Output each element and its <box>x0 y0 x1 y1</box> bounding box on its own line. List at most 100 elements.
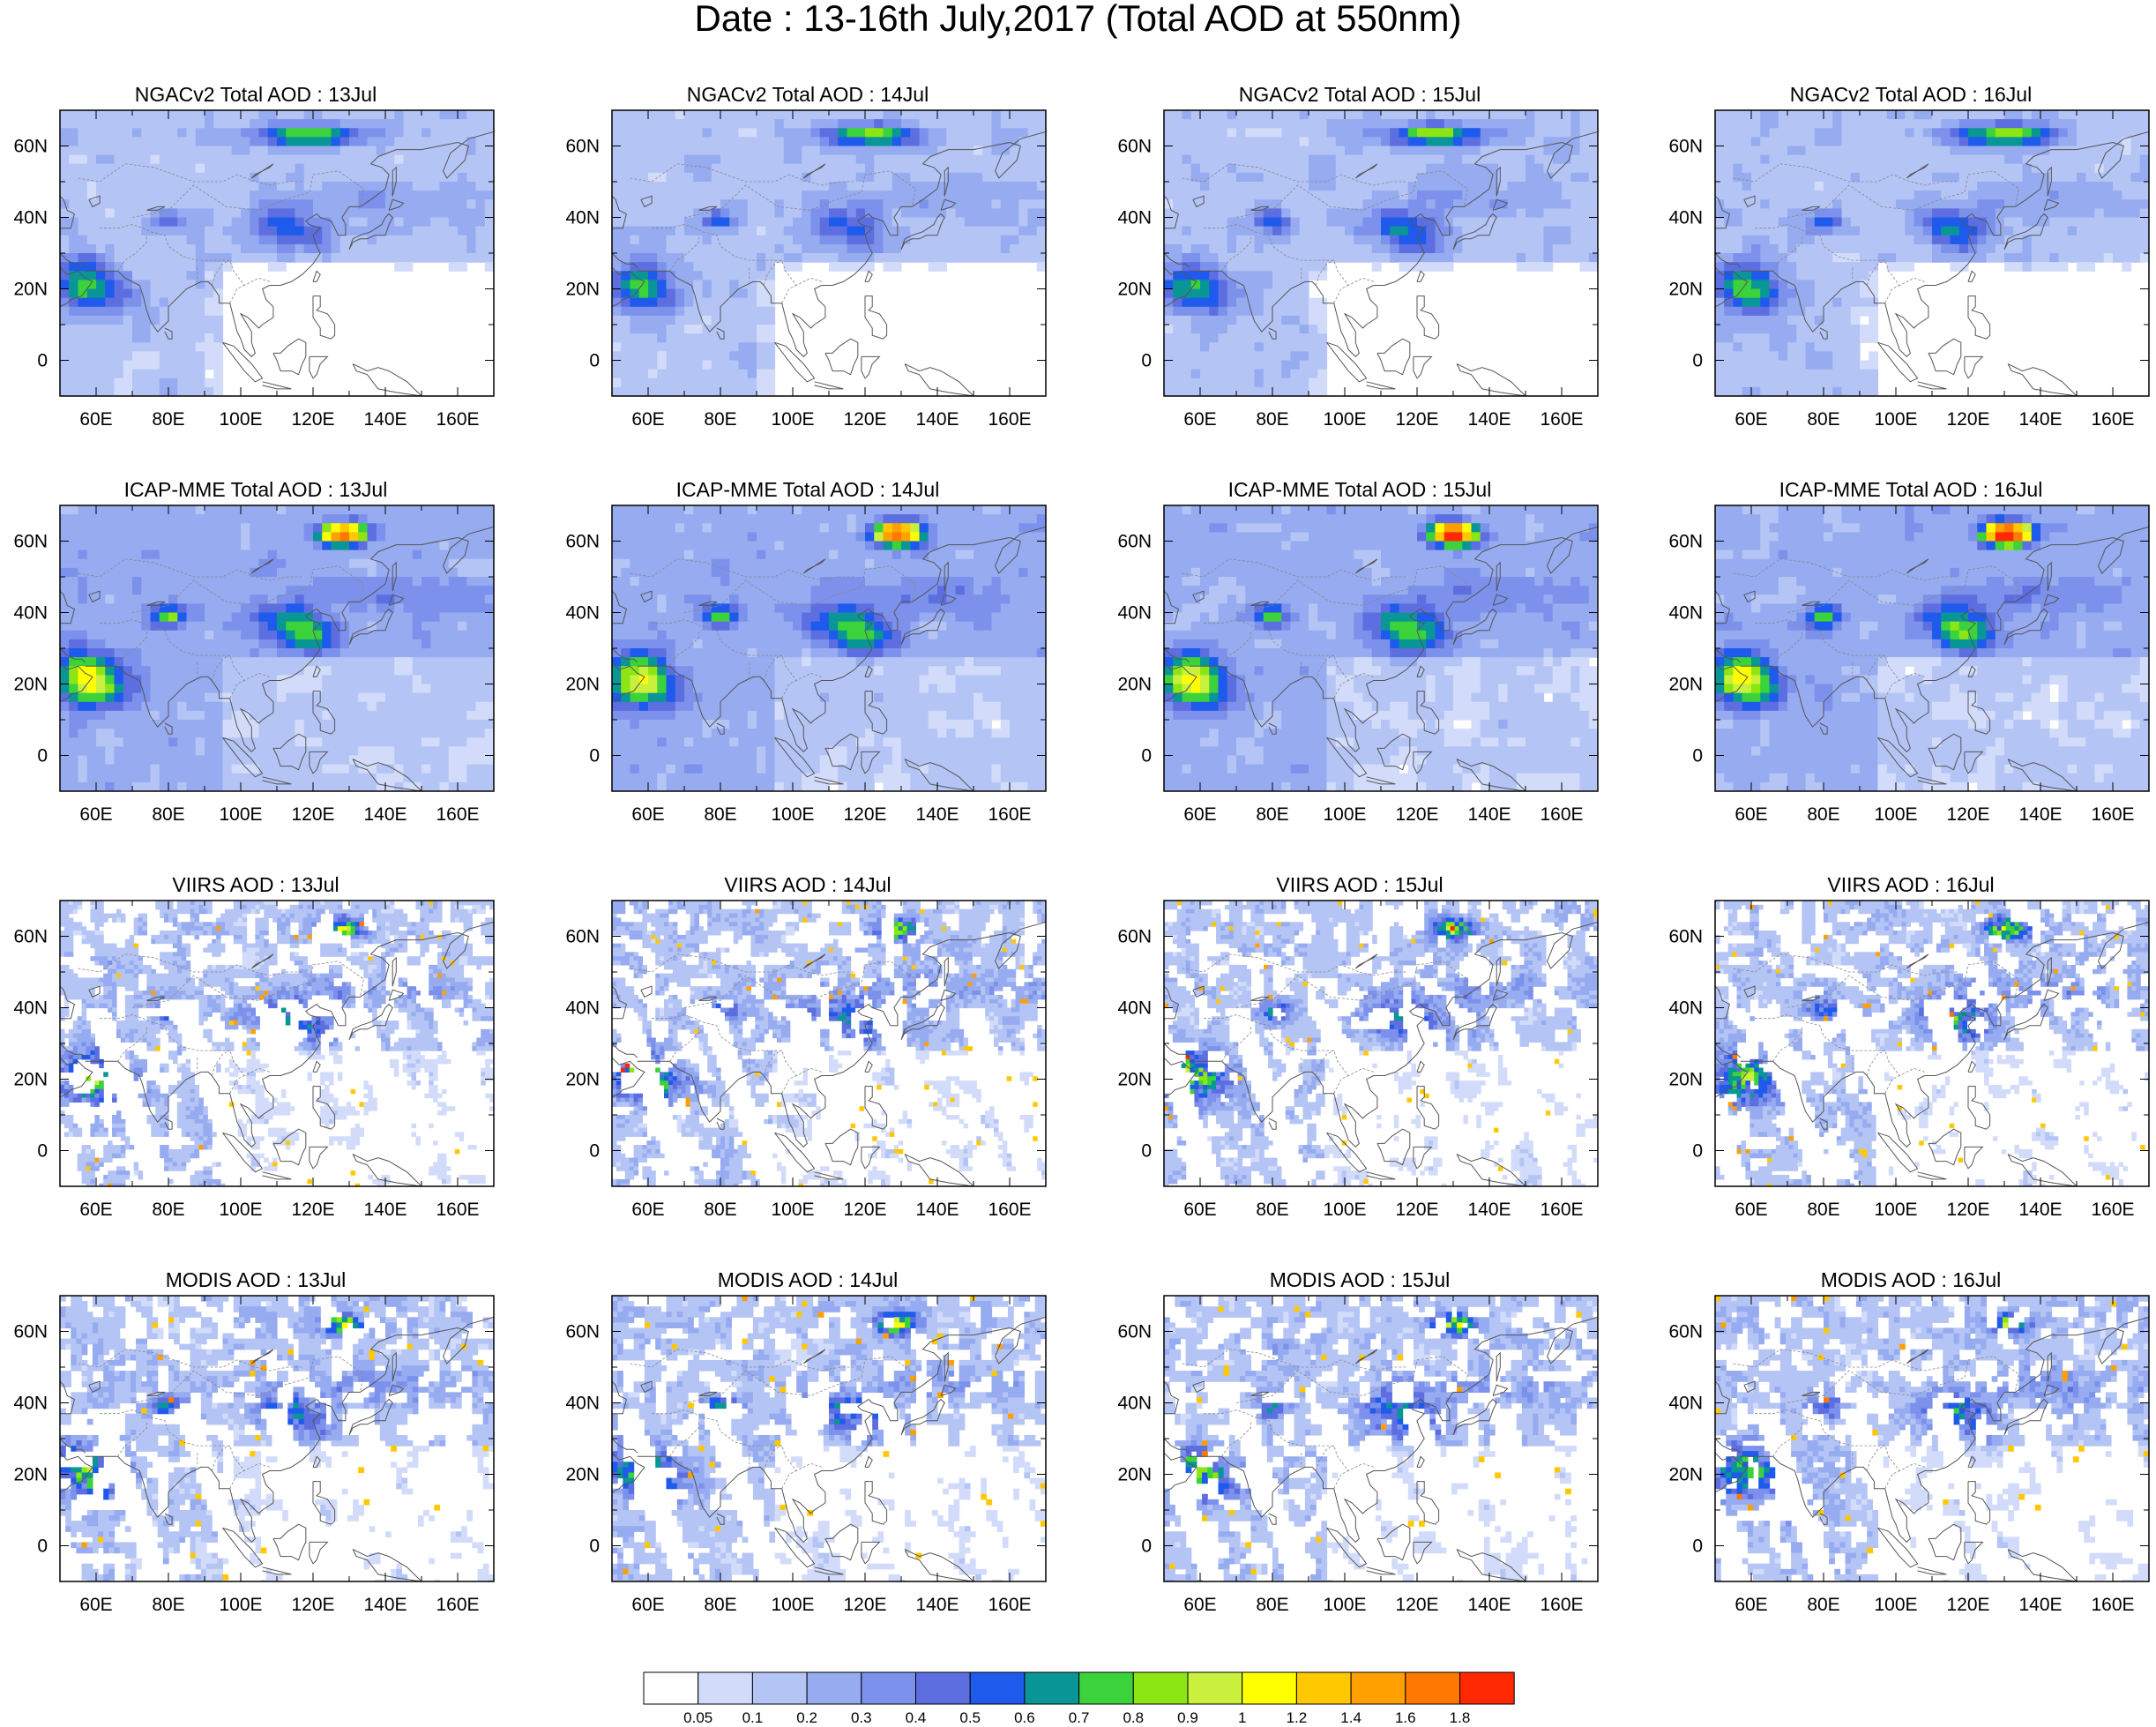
aod-cell <box>1254 154 1265 165</box>
aod-cell <box>1516 253 1526 263</box>
aod-cell <box>69 280 79 290</box>
aod-cell <box>1787 288 1797 299</box>
aod-cell <box>422 541 431 551</box>
aod-cell <box>159 262 169 272</box>
aod-cell <box>1309 342 1318 352</box>
aod-cell <box>910 191 921 200</box>
aod-cell <box>1227 262 1237 272</box>
aod-cell <box>1335 137 1346 147</box>
aod-cell <box>1787 235 1797 245</box>
aod-cell <box>1507 182 1518 191</box>
aod-cell <box>2049 119 2060 129</box>
aod-cell <box>123 128 133 138</box>
aod-cell <box>1805 288 1816 299</box>
aod-cell <box>1950 182 1960 191</box>
aod-cell <box>2122 119 2132 129</box>
aod-cell <box>96 315 106 325</box>
aod-cell <box>69 315 79 325</box>
aod-cell <box>1760 199 1771 209</box>
aod-cell <box>621 342 631 352</box>
aod-cell <box>621 271 631 280</box>
aod-cell <box>1751 386 1761 396</box>
aod-cell <box>1950 154 1960 165</box>
aod-cell <box>484 217 494 228</box>
aod-cell <box>666 172 676 183</box>
aod-cell <box>132 226 142 236</box>
aod-cell <box>1381 128 1391 138</box>
coastline <box>1743 195 1756 208</box>
aod-cell <box>60 378 70 388</box>
aod-cell <box>802 235 812 245</box>
aod-cell <box>738 154 749 165</box>
aod-cell <box>78 199 88 209</box>
aod-cell <box>403 163 414 174</box>
aod-cell <box>1886 146 1897 156</box>
aod-cell <box>1299 163 1309 174</box>
aod-cell <box>430 577 441 587</box>
aod-cell <box>855 172 866 183</box>
aod-cell <box>186 306 197 317</box>
aod-cell <box>114 226 124 236</box>
aod-cell <box>747 199 757 209</box>
aod-cell <box>241 137 250 147</box>
aod-cell <box>159 514 169 524</box>
aod-cell <box>819 253 830 263</box>
aod-cell <box>1958 154 1969 165</box>
aod-cell <box>69 235 79 245</box>
aod-cell <box>1200 182 1210 191</box>
aod-cell <box>810 146 821 156</box>
aod-cell <box>1977 172 1988 183</box>
aod-cell <box>132 137 142 147</box>
aod-cell <box>1354 217 1364 228</box>
aod-cell <box>2058 235 2069 245</box>
aod-cell <box>250 235 260 245</box>
aod-cell <box>96 163 106 174</box>
aod-cell <box>891 243 902 254</box>
aod-cell <box>1778 146 1788 156</box>
aod-cell <box>86 360 97 370</box>
aod-cell <box>1173 243 1183 254</box>
aod-cell <box>747 271 757 280</box>
aod-cell <box>105 235 116 245</box>
country-border <box>1866 259 1885 286</box>
aod-cell <box>430 523 441 533</box>
aod-cell <box>132 262 142 272</box>
aod-cell <box>250 110 260 120</box>
aod-cell <box>1236 288 1246 299</box>
aod-cell <box>991 199 1002 209</box>
aod-cell <box>1182 297 1192 308</box>
aod-cell <box>991 110 1002 120</box>
aod-cell <box>2139 253 2149 263</box>
aod-cell <box>159 146 169 156</box>
aod-cell <box>1869 306 1879 317</box>
aod-cell <box>2113 146 2122 156</box>
aod-cell <box>666 119 676 129</box>
aod-cell <box>1317 297 1328 308</box>
aod-cell <box>186 514 197 524</box>
aod-cell <box>1977 119 1988 129</box>
aod-cell <box>1281 315 1292 325</box>
aod-cell <box>1407 253 1418 263</box>
aod-cell <box>466 137 477 147</box>
aod-cell <box>675 297 685 308</box>
aod-cell <box>86 505 97 515</box>
aod-cell <box>430 550 441 560</box>
aod-cell <box>1462 154 1473 165</box>
aod-cell <box>612 191 622 200</box>
aod-cell <box>847 243 857 254</box>
aod-cell <box>141 172 152 183</box>
aod-cell <box>648 146 658 156</box>
aod-cell <box>1715 297 1725 308</box>
aod-cell <box>883 128 893 138</box>
aod-cell <box>1000 253 1011 263</box>
aod-cell <box>277 253 287 263</box>
aod-cell <box>213 271 224 280</box>
aod-cell <box>702 297 712 308</box>
aod-cell <box>1570 163 1581 174</box>
coastline <box>612 195 627 229</box>
aod-cell <box>159 586 169 595</box>
aod-cell <box>1218 333 1228 343</box>
aod-cell <box>466 532 477 542</box>
aod-cell <box>1435 182 1445 191</box>
aod-cell <box>1814 369 1824 379</box>
